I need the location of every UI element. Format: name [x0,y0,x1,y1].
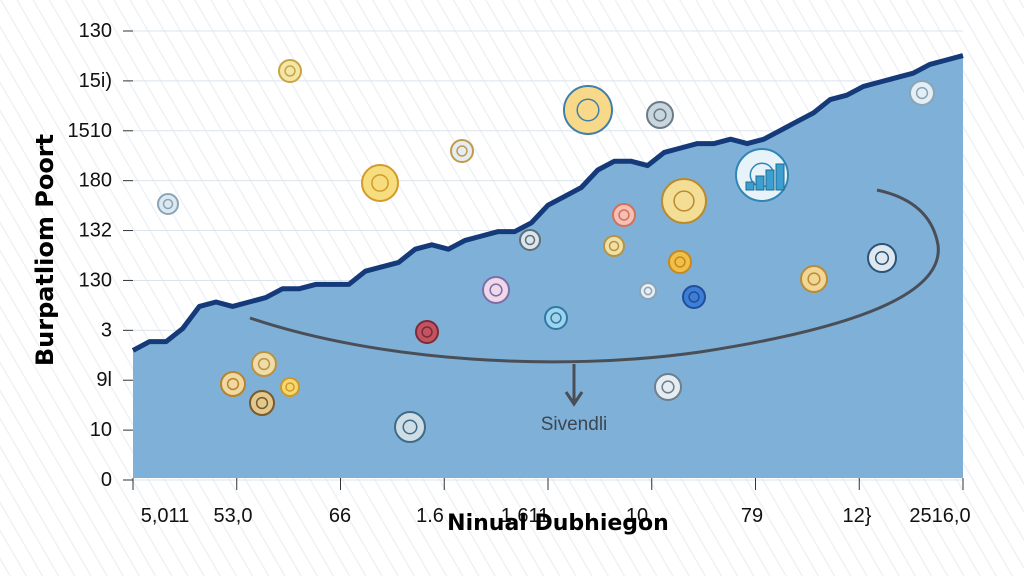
decorative-badge-icon [603,235,625,257]
decorative-badge-icon [157,193,179,215]
decorative-badge-icon [519,229,541,251]
decorative-badge-icon [278,59,302,83]
y-tick-label: 180 [79,170,112,192]
decorative-badge-icon [867,243,897,273]
decorative-badge-icon [639,282,657,300]
y-tick-label: 3 [101,319,112,341]
decorative-badge-icon [654,373,682,401]
y-axis-title: Burpatliom Poort [31,134,59,366]
decorative-badge-icon [220,371,246,397]
x-tick-label: 12} [843,505,872,527]
decorative-badge-icon [800,265,828,293]
x-axis-ticks: 5,011 53,0 66 1.6 1.611 10 79 12} 2516,0 [132,478,971,527]
decorative-badge-icon [544,306,568,330]
x-tick-label: 66 [329,505,351,527]
icon-layer [157,59,935,443]
y-tick-label: 0 [101,469,112,491]
bar-chart-icon [745,163,785,191]
decorative-badge-icon [450,139,474,163]
x-tick-label: 10 [626,505,648,527]
y-tick-label: 130 [79,269,112,291]
x-tick-label: 53,0 [214,505,253,527]
decorative-badge-icon [394,411,426,443]
x-tick-label: 79 [741,505,763,527]
decorative-badge-icon [612,203,636,227]
y-tick-label: 15i) [79,70,112,92]
decorative-badge-icon [563,85,613,135]
decorative-badge-icon [668,250,692,274]
decorative-badge-icon [646,101,674,129]
y-axis-ticks: 130 15i) 1510 180 132 130 3 9l 10 0 [68,20,133,491]
y-tick-label: 130 [79,20,112,42]
y-tick-label: 132 [79,220,112,242]
decorative-badge-icon [249,390,275,416]
x-tick-label: 1.611 [501,505,550,527]
series-line [131,53,964,353]
y-tick-label: 9l [96,369,112,391]
annotation-label: Sivendli [541,414,608,435]
y-tick-label: 1510 [68,120,113,142]
decorative-badge-icon [909,80,935,106]
decorative-badge-icon [415,320,439,344]
decorative-badge-icon [682,285,706,309]
x-tick-label: 2516,0 [909,505,970,527]
x-tick-label: 5,011 [141,505,190,527]
annotation-curve [249,188,940,407]
y-tick-label: 10 [90,419,112,441]
decorative-badge-icon [280,377,300,397]
decorative-badge-icon [661,178,707,224]
decorative-badge-icon [482,276,510,304]
x-axis-title: Ninual Dubhiegon [447,511,669,536]
x-tick-label: 1.6 [416,505,444,527]
decorative-badge-icon [361,164,399,202]
decorative-badge-icon [251,351,277,377]
